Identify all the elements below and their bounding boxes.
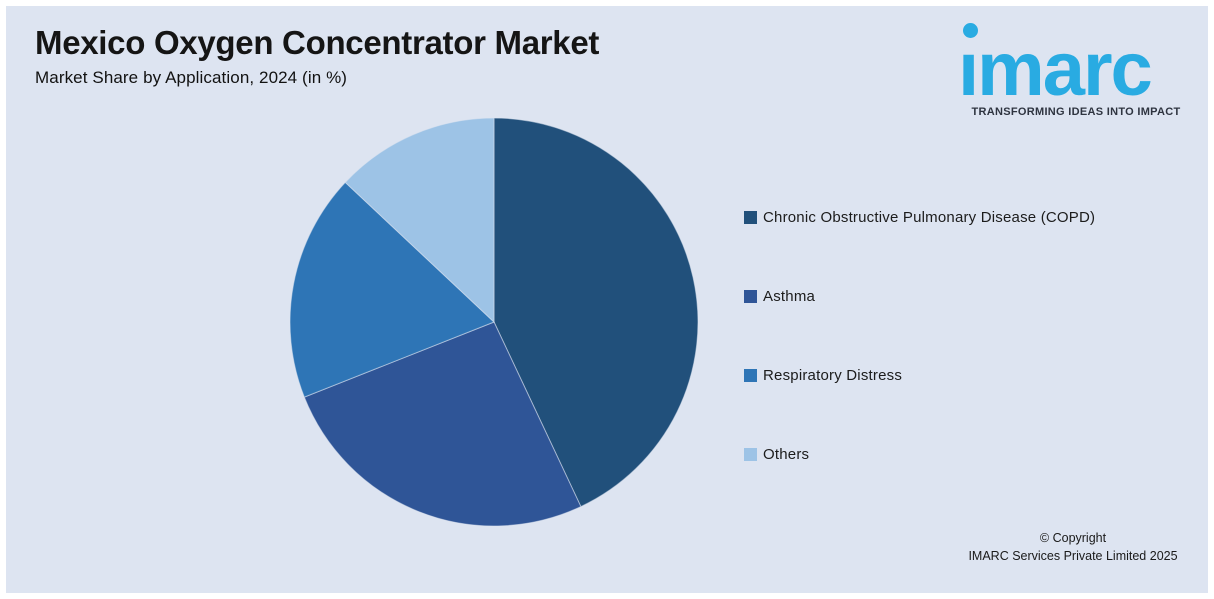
legend-item-others: Others [744, 446, 1095, 463]
legend-label: Respiratory Distress [763, 367, 903, 384]
legend-item-asthma: Asthma [744, 288, 1095, 305]
legend-label: Others [763, 446, 810, 463]
chart-header: Mexico Oxygen Concentrator Market Market… [35, 24, 600, 88]
copyright-line1: © Copyright [1039, 530, 1107, 545]
chart-panel: Mexico Oxygen Concentrator Market Market… [6, 6, 1208, 593]
pie-slice-1 [493, 117, 699, 508]
legend-swatch [744, 369, 757, 382]
legend-item-respiratory-distress: Respiratory Distress [744, 367, 1095, 384]
imarc-logo: ımarc TRANSFORMING IDEAS INTO IMPACT [958, 20, 1194, 128]
logo-tagline: TRANSFORMING IDEAS INTO IMPACT [971, 106, 1181, 118]
legend-swatch [744, 211, 757, 224]
pie-slice-2 [303, 321, 582, 527]
page-subtitle: Market Share by Application, 2024 (in %) [35, 67, 348, 87]
pie-slice-4 [344, 117, 495, 324]
legend-label: Asthma [763, 288, 816, 305]
pie-slice-3 [289, 181, 495, 398]
logo-brand: ımarc [958, 27, 1153, 112]
legend-item-copd: Chronic Obstructive Pulmonary Disease (C… [744, 209, 1095, 226]
copyright-line2: IMARC Services Private Limited 2025 [968, 548, 1178, 563]
legend-label: Chronic Obstructive Pulmonary Disease (C… [763, 209, 1096, 226]
legend-swatch [744, 290, 757, 303]
pie-chart [289, 117, 699, 527]
page-title: Mexico Oxygen Concentrator Market [35, 24, 600, 61]
logo-i-dot [963, 23, 978, 38]
legend-swatch [744, 448, 757, 461]
pie-chart-area [289, 117, 699, 527]
chart-legend: Chronic Obstructive Pulmonary Disease (C… [744, 209, 1095, 525]
copyright-notice: © Copyright IMARC Services Private Limit… [958, 529, 1188, 565]
